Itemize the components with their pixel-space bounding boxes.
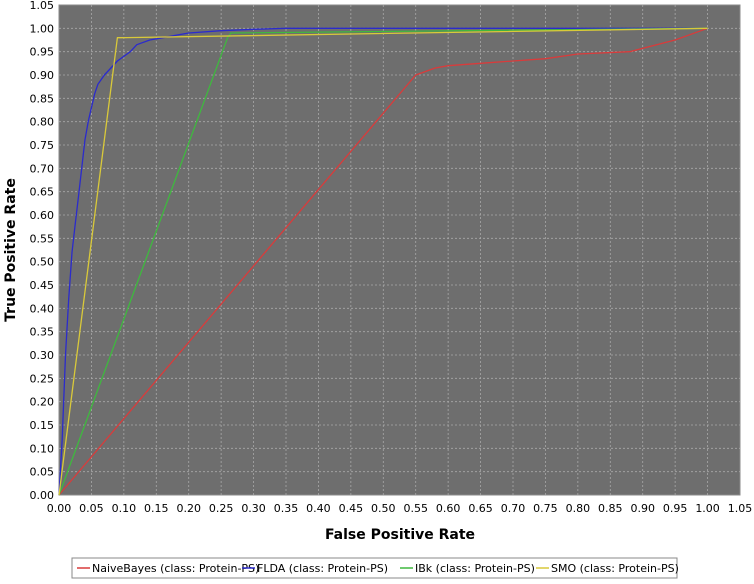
x-tick-label: 0.95 — [663, 502, 688, 515]
legend-box — [71, 557, 678, 579]
y-tick-label: 0.90 — [30, 69, 55, 82]
y-tick-label: 0.20 — [30, 396, 55, 409]
x-tick-labels: 0.00 0.05 0.10 0.15 0.20 0.25 0.30 0.35 0.40 0.45… — [47, 502, 753, 515]
x-tick-label: 0.65 — [468, 502, 493, 515]
x-tick-label: 0.80 — [566, 502, 591, 515]
y-tick-label: 0.75 — [30, 139, 55, 152]
y-axis-label: True Positive Rate — [3, 178, 19, 322]
legend-label-2: IBk (class: Protein-PS) — [415, 562, 535, 575]
y-tick-label: 0.60 — [30, 209, 55, 222]
y-tick-label: 0.10 — [30, 442, 55, 455]
legend-label-3: SMO (class: Protein-PS) — [551, 562, 679, 575]
x-tick-label: 1.05 — [728, 502, 753, 515]
x-tick-label: 0.05 — [79, 502, 104, 515]
legend-label-0: NaiveBayes (class: Protein-PS) — [92, 562, 259, 575]
y-tick-labels: 0.00 0.05 0.10 0.15 0.20 0.25 0.30 0.35 0.40 0.45… — [30, 0, 55, 502]
y-tick-label: 0.25 — [30, 372, 55, 385]
series-line-1 — [58, 27, 708, 496]
y-tick-label: 0.85 — [30, 92, 55, 105]
x-tick-label: 0.55 — [403, 502, 428, 515]
x-tick-label: 0.00 — [47, 502, 72, 515]
x-axis-label: False Positive Rate — [325, 527, 475, 543]
y-tick-label: 0.95 — [30, 46, 55, 59]
legend-label-1: FLDA (class: Protein-PS) — [257, 562, 388, 575]
grid-layer — [59, 5, 740, 495]
x-tick-label: 0.10 — [112, 502, 137, 515]
plot-area — [58, 4, 741, 496]
y-tick-label: 0.40 — [30, 302, 55, 315]
x-tick-label: 0.90 — [630, 502, 655, 515]
x-tick-label: 0.50 — [371, 502, 396, 515]
x-tick-label: 0.15 — [144, 502, 169, 515]
y-tick-label: 1.00 — [30, 22, 55, 35]
y-tick-label: 0.05 — [30, 466, 55, 479]
x-tick-label: 0.60 — [436, 502, 461, 515]
x-tick-label: 0.40 — [306, 502, 331, 515]
x-tick-label: 0.45 — [339, 502, 364, 515]
y-tick-label: 0.15 — [30, 419, 55, 432]
x-tick-label: 0.85 — [598, 502, 623, 515]
y-tick-label: 1.05 — [30, 0, 55, 12]
y-tick-label: 0.70 — [30, 162, 55, 175]
y-tick-label: 0.30 — [30, 349, 55, 362]
y-tick-label: 0.00 — [30, 489, 55, 502]
x-tick-label: 0.30 — [241, 502, 266, 515]
x-tick-label: 1.00 — [695, 502, 720, 515]
x-tick-label: 0.20 — [176, 502, 201, 515]
y-tick-label: 0.45 — [30, 279, 55, 292]
y-tick-label: 0.65 — [30, 186, 55, 199]
x-tick-label: 0.25 — [209, 502, 234, 515]
y-tick-label: 0.55 — [30, 232, 55, 245]
series-line-0 — [58, 27, 708, 496]
legend: NaiveBayes (class: Protein-PS)FLDA (clas… — [71, 557, 679, 579]
x-tick-label: 0.35 — [274, 502, 299, 515]
y-tick-label: 0.80 — [30, 116, 55, 129]
x-tick-label: 0.75 — [533, 502, 558, 515]
series-line-3 — [58, 27, 708, 496]
y-tick-label: 0.50 — [30, 256, 55, 269]
series-layer — [58, 27, 708, 496]
x-tick-label: 0.70 — [501, 502, 526, 515]
y-tick-label: 0.35 — [30, 326, 55, 339]
